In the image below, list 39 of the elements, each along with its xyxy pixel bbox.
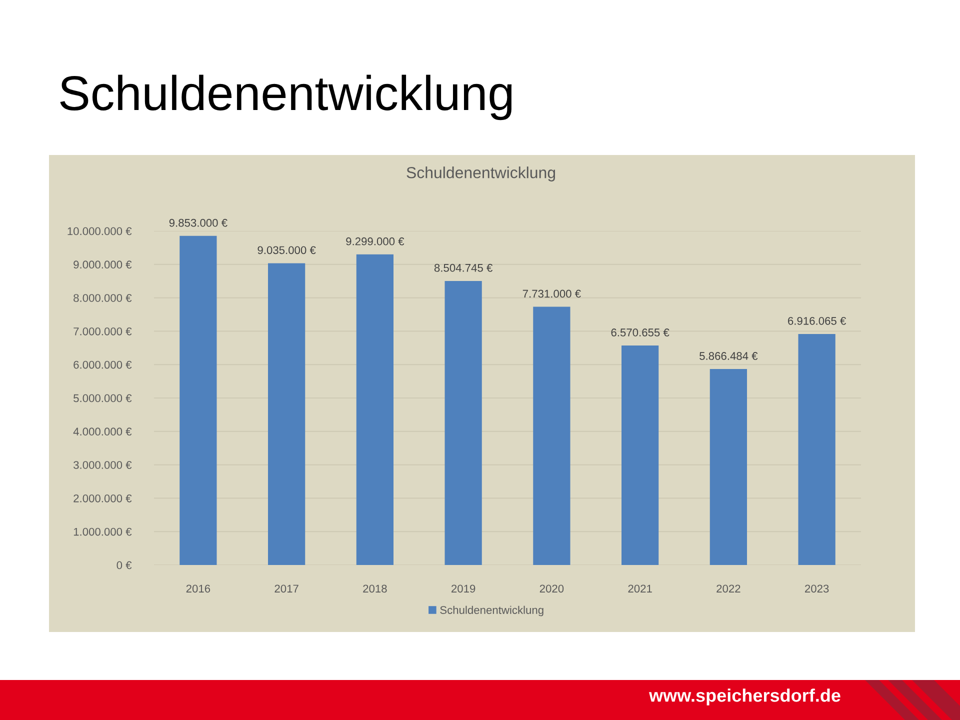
y-tick-label: 5.000.000 € bbox=[74, 394, 132, 402]
chart-title: Schuldenentwicklung bbox=[60, 74, 512, 120]
bar bbox=[356, 254, 394, 565]
bar bbox=[268, 263, 306, 565]
y-tick-label: 3.000.000 € bbox=[74, 461, 132, 469]
bar bbox=[533, 306, 570, 565]
bar bbox=[444, 280, 482, 565]
data-label: 6.570.655 € bbox=[611, 328, 670, 336]
y-tick-label: 8.000.000 € bbox=[74, 294, 132, 302]
data-label: 8.504.745 € bbox=[434, 264, 493, 272]
data-label: 9.853.000 € bbox=[169, 218, 228, 227]
data-label: 5.866.484 € bbox=[700, 352, 758, 360]
data-label: 9.035.000 € bbox=[258, 246, 316, 254]
y-tick-label: 1.000.000 € bbox=[74, 528, 132, 536]
x-tick-label: 2023 bbox=[805, 584, 829, 593]
x-tick-label: 2021 bbox=[628, 584, 652, 593]
x-tick-label: 2022 bbox=[716, 584, 740, 593]
y-tick-label: 6.000.000 € bbox=[74, 360, 132, 369]
data-label: 9.299.000 € bbox=[346, 237, 404, 246]
legend-label: Schuldenentwicklung bbox=[440, 606, 544, 616]
y-tick-label: 4.000.000 € bbox=[73, 428, 132, 436]
chart-subtitle: Schuldenentwicklung bbox=[406, 166, 556, 182]
x-tick-label: 2019 bbox=[452, 584, 476, 593]
x-tick-label: 2017 bbox=[274, 584, 298, 593]
y-tick-label: 7.000.000 € bbox=[74, 327, 132, 336]
bar bbox=[798, 334, 836, 565]
bar bbox=[180, 236, 217, 565]
y-tick-label: 10.000.000 € bbox=[68, 227, 132, 236]
x-tick-label: 2016 bbox=[186, 584, 210, 593]
y-tick-label: 2.000.000 € bbox=[74, 494, 132, 502]
bar bbox=[622, 346, 659, 565]
y-tick-label: 0 € bbox=[116, 561, 132, 570]
y-tick-label: 9.000.000 € bbox=[74, 260, 132, 269]
x-tick-label: 2020 bbox=[540, 584, 564, 593]
bar bbox=[710, 369, 747, 565]
text: www.speichersdorf.de bbox=[648, 688, 840, 706]
data-label: 7.731.000 € bbox=[522, 290, 581, 298]
x-tick-label: 2018 bbox=[363, 584, 387, 593]
data-label: 6.916.065 € bbox=[788, 316, 846, 325]
